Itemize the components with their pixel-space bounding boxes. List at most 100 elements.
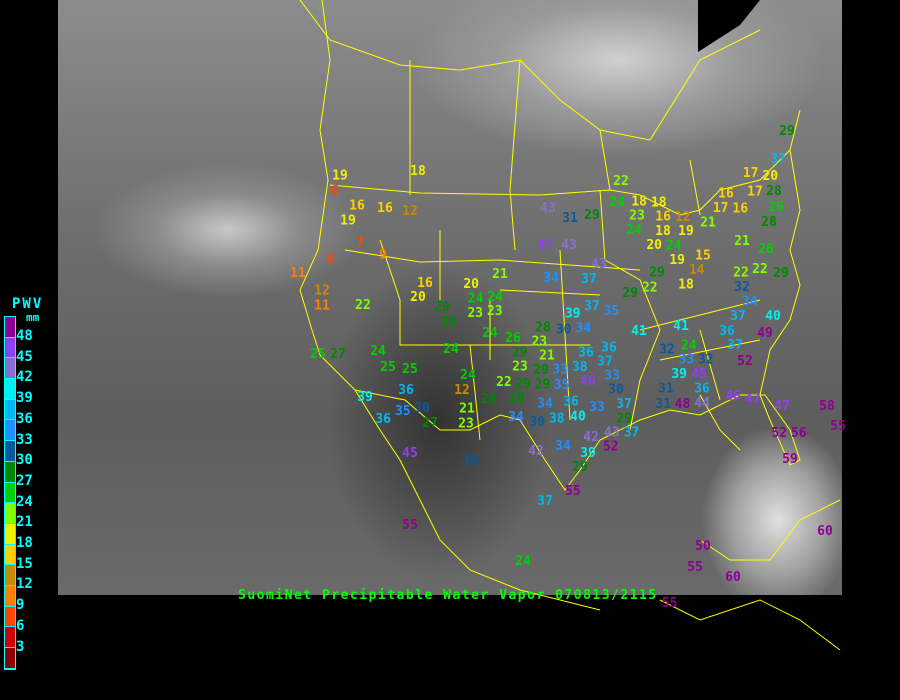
- legend-swatch: [5, 399, 15, 421]
- station-pwv-label: 22: [642, 280, 658, 295]
- legend-label: 12: [16, 576, 33, 593]
- station-pwv-label: 18: [631, 194, 647, 209]
- station-pwv-label: 30: [529, 415, 545, 430]
- map-title: SuomiNet Precipitable Water Vapor 070813…: [238, 588, 658, 603]
- legend-swatch: [5, 358, 15, 380]
- station-pwv-label: 31: [655, 397, 671, 412]
- station-pwv-label: 18: [651, 195, 667, 210]
- station-pwv-label: 36: [601, 341, 617, 356]
- station-pwv-label: 24: [681, 339, 697, 354]
- legend-label: 24: [16, 493, 33, 510]
- station-pwv-label: 30: [556, 322, 572, 337]
- station-pwv-label: 29: [434, 300, 450, 315]
- legend-unit: mm: [26, 311, 40, 324]
- border-line: [509, 189, 516, 251]
- station-pwv-label: 34: [508, 410, 524, 425]
- border-line: [469, 344, 481, 441]
- station-pwv-label: 47: [745, 392, 761, 407]
- station-pwv-label: 37: [727, 338, 743, 353]
- station-pwv-label: 59: [782, 452, 798, 467]
- station-pwv-label: 36: [563, 395, 579, 410]
- station-pwv-label: 46: [725, 389, 741, 404]
- station-pwv-label: 39: [671, 367, 687, 382]
- station-pwv-label: 45: [691, 367, 707, 382]
- station-pwv-label: 29: [572, 460, 588, 475]
- border-line: [509, 59, 521, 191]
- station-pwv-label: 52: [737, 354, 753, 369]
- station-pwv-label: 29: [649, 266, 665, 281]
- station-pwv-label: 34: [537, 397, 553, 412]
- station-pwv-label: 21: [459, 402, 475, 417]
- station-pwv-label: 36: [719, 324, 735, 339]
- station-pwv-label: 26: [758, 242, 774, 257]
- legend-swatch: [5, 317, 15, 338]
- station-pwv-label: 60: [725, 570, 741, 585]
- station-pwv-label: 6: [331, 183, 339, 198]
- station-pwv-label: 55: [402, 518, 418, 533]
- station-pwv-label: 47: [774, 399, 790, 414]
- station-pwv-label: 49: [757, 326, 773, 341]
- station-pwv-label: 56: [791, 426, 807, 441]
- station-pwv-label: 36: [398, 383, 414, 398]
- station-pwv-label: 21: [734, 234, 750, 249]
- station-pwv-label: 36: [578, 345, 594, 360]
- legend-swatch: [5, 441, 15, 462]
- station-pwv-label: 37: [581, 272, 597, 287]
- station-pwv-label: 39: [580, 446, 596, 461]
- station-pwv-label: 23: [467, 306, 483, 321]
- station-pwv-label: 18: [678, 278, 694, 293]
- station-pwv-label: 42: [528, 444, 544, 459]
- station-pwv-label: 22: [733, 266, 749, 281]
- station-pwv-label: 43: [604, 426, 620, 441]
- station-pwv-label: 39: [565, 307, 581, 322]
- station-pwv-label: 20: [762, 169, 778, 184]
- station-pwv-label: 19: [332, 169, 348, 184]
- border-line: [344, 249, 641, 271]
- legend-swatch: [5, 420, 15, 442]
- station-pwv-label: 16: [349, 199, 365, 214]
- station-pwv-label: 37: [537, 494, 553, 509]
- station-pwv-label: 16: [417, 276, 433, 291]
- station-pwv-label: 15: [695, 249, 711, 264]
- legend-label: 39: [16, 390, 33, 407]
- border-line: [329, 149, 791, 216]
- border-line: [599, 129, 611, 191]
- station-pwv-label: 12: [314, 284, 330, 299]
- station-pwv-label: 12: [454, 383, 470, 398]
- station-pwv-label: 38: [549, 411, 565, 426]
- station-pwv-label: 25: [380, 360, 396, 375]
- station-pwv-label: 39: [357, 390, 373, 405]
- legend-swatch: [5, 606, 15, 628]
- station-pwv-label: 41: [673, 319, 689, 334]
- station-pwv-label: 32: [734, 280, 750, 295]
- border-line: [689, 159, 701, 216]
- station-pwv-label: 33: [552, 363, 568, 378]
- satellite-map: [58, 0, 842, 595]
- station-pwv-label: 55: [830, 419, 846, 434]
- station-pwv-label: 52: [771, 426, 787, 441]
- border-line: [299, 0, 801, 491]
- pwv-legend: PWV mm 48 45 42 39 36 33 30 27 24 21 18 15 12 9 6 3: [4, 296, 60, 670]
- station-pwv-label: 36: [375, 412, 391, 427]
- border-line: [459, 29, 761, 141]
- station-pwv-label: 43: [591, 257, 607, 272]
- legend-label: 6: [16, 617, 25, 634]
- station-pwv-label: 34: [555, 439, 571, 454]
- station-pwv-label: 28: [766, 184, 782, 199]
- station-pwv-label: 41: [631, 324, 647, 339]
- station-pwv-label: 19: [340, 213, 356, 228]
- station-pwv-label: 24: [515, 554, 531, 569]
- station-pwv-label: 16: [377, 201, 393, 216]
- station-pwv-label: 26: [768, 200, 784, 215]
- station-pwv-label: 29: [779, 124, 795, 139]
- station-pwv-label: 21: [539, 349, 555, 364]
- station-pwv-label: 24: [460, 368, 476, 383]
- station-pwv-label: 30: [462, 454, 478, 469]
- station-pwv-label: 23: [458, 416, 474, 431]
- station-pwv-label: 17: [713, 201, 729, 216]
- station-pwv-label: 55: [565, 484, 581, 499]
- station-pwv-label: 23: [512, 360, 528, 375]
- station-pwv-label: 27: [422, 416, 438, 431]
- station-pwv-label: 40: [765, 309, 781, 324]
- station-pwv-label: 18: [410, 164, 426, 179]
